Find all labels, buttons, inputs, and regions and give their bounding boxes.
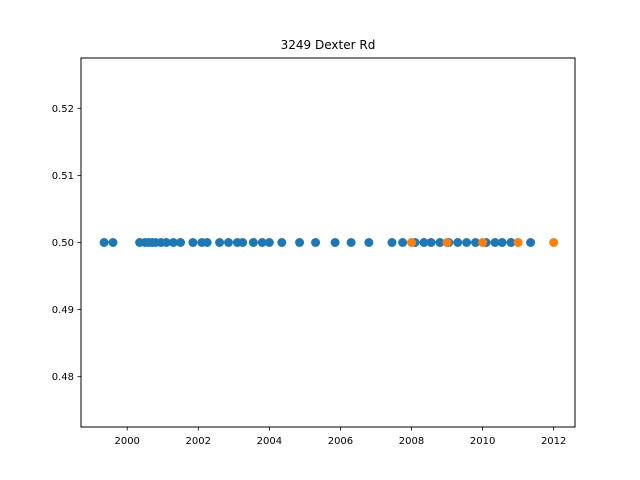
- data-point-series-1: [549, 238, 559, 247]
- data-point-series-0: [277, 238, 287, 247]
- data-point-series-0: [168, 238, 178, 247]
- y-tick-label: 0.49: [52, 305, 74, 316]
- data-point-series-0: [188, 238, 198, 247]
- data-point-series-0: [330, 238, 340, 247]
- x-tick-label: 2004: [257, 436, 282, 447]
- data-point-series-0: [223, 238, 233, 247]
- data-point-series-0: [295, 238, 305, 247]
- y-axis: 0.48 0.49 0.50 0.51 0.52: [52, 104, 81, 383]
- data-point-series-0: [202, 238, 212, 247]
- x-tick-label: 2002: [186, 436, 211, 447]
- data-point-series-0: [526, 238, 536, 247]
- data-point-series-0: [257, 238, 267, 247]
- data-point-series-0: [453, 238, 463, 247]
- data-point-series-0: [470, 238, 480, 247]
- data-point-series-0: [364, 238, 374, 247]
- x-tick-label: 2010: [470, 436, 495, 447]
- y-tick-label: 0.52: [52, 104, 74, 115]
- data-point-series-0: [311, 238, 321, 247]
- y-tick-label: 0.50: [52, 238, 74, 249]
- x-tick-label: 2006: [328, 436, 353, 447]
- data-point-series-0: [108, 238, 118, 247]
- data-point-series-0: [238, 238, 248, 247]
- data-point-series-1: [442, 238, 452, 247]
- data-point-series-0: [419, 238, 429, 247]
- y-tick-label: 0.48: [52, 372, 74, 383]
- data-point-series-0: [435, 238, 445, 247]
- data-point-series-0: [490, 238, 500, 247]
- data-point-series-0: [248, 238, 258, 247]
- data-point-series-0: [387, 238, 397, 247]
- y-tick-label: 0.51: [52, 171, 74, 182]
- data-point-series-0: [264, 238, 274, 247]
- data-point-series-0: [426, 238, 436, 247]
- chart-title: 3249 Dexter Rd: [281, 38, 376, 52]
- data-point-series-0: [99, 238, 109, 247]
- data-point-series-0: [215, 238, 225, 247]
- data-point-series-0: [497, 238, 507, 247]
- data-point-series-0: [462, 238, 472, 247]
- data-point-series-1: [407, 238, 417, 247]
- data-point-series-0: [176, 238, 186, 247]
- data-point-series-1: [478, 238, 488, 247]
- points-layer: [99, 238, 559, 247]
- x-tick-label: 2012: [541, 436, 566, 447]
- data-point-series-0: [398, 238, 408, 247]
- x-tick-label: 2008: [399, 436, 424, 447]
- data-point-series-1: [513, 238, 523, 247]
- plot-frame: [80, 57, 576, 428]
- x-axis: 2000 2002 2004 2006 2008 2010 2012: [114, 427, 566, 447]
- data-point-series-0: [161, 238, 171, 247]
- x-tick-label: 2000: [114, 436, 139, 447]
- data-point-series-0: [506, 238, 516, 247]
- data-point-series-0: [346, 238, 356, 247]
